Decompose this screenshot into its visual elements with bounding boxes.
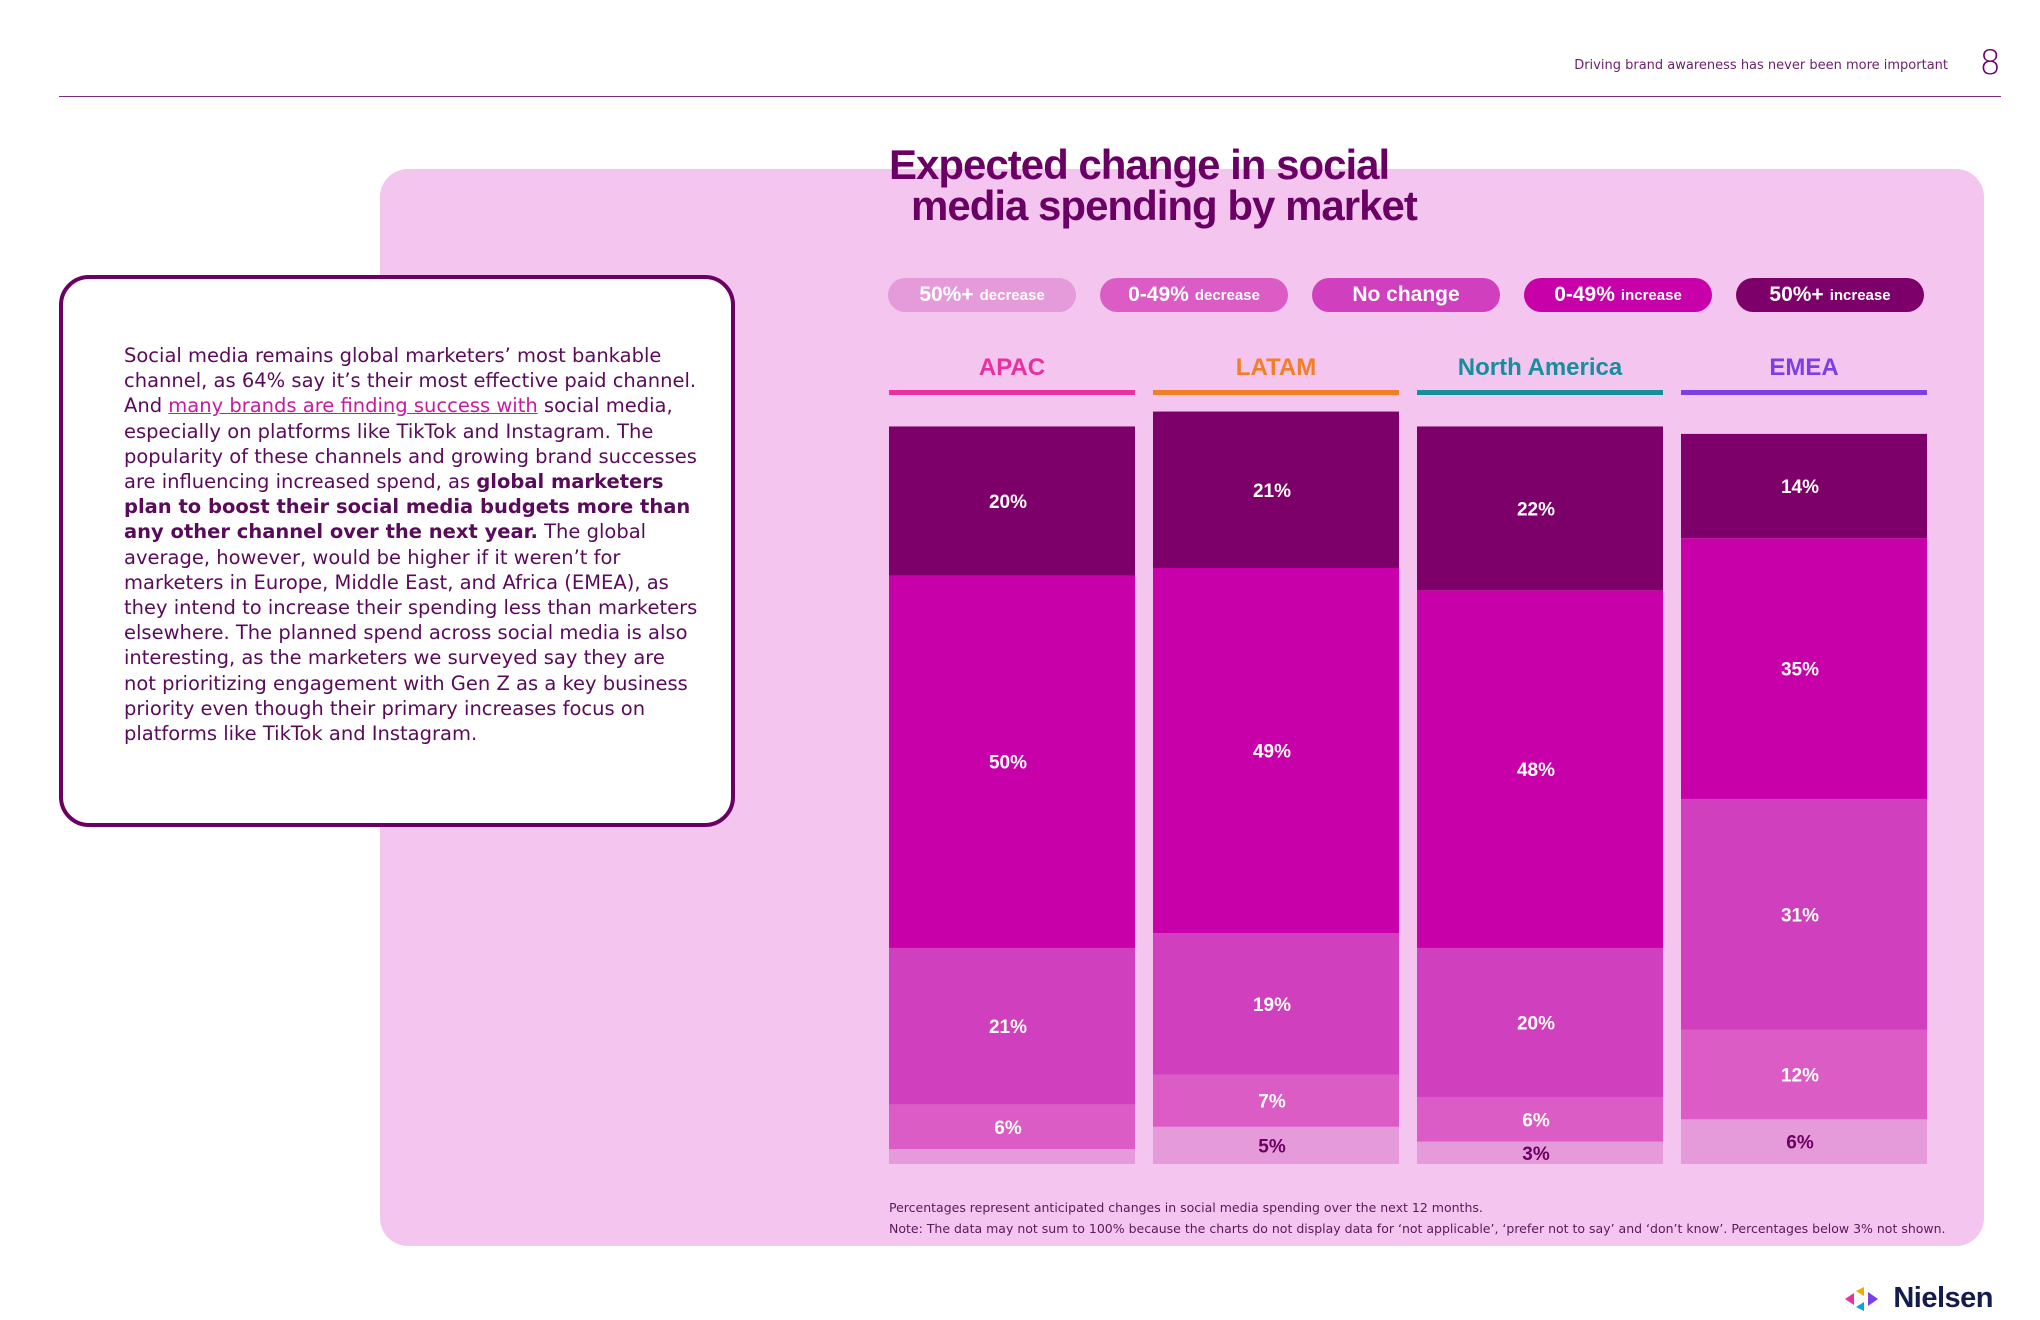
bar-segment-latam-4 [1153,411,1399,568]
bar-segment-emea-3 [1681,538,1927,799]
bar-segment-apac-2 [889,947,1135,1105]
legend-item-no-change: No change [1312,278,1500,312]
legend-sublabel: increase [1620,286,1682,304]
market-rule-apac [889,390,1135,395]
legend-item-50-increase: 50%+ increase [1736,278,1924,312]
legend-label: 0-49% [1554,283,1615,306]
bar-value-label: 22% [1517,499,1555,520]
bar-value-label: 6% [1522,1110,1550,1131]
bar-value-label: 6% [994,1118,1022,1139]
legend-label: 50%+ [919,283,974,306]
body-bold-text: global marketers plan to boost their soc… [124,470,691,544]
legend-label: 0-49% [1128,283,1189,306]
callout-box [59,275,735,827]
header-title: Driving brand awareness has never been m… [1574,58,1948,73]
chart-title-line-1: Expected change in social [889,141,1390,188]
bar-segment-apac-0 [889,1149,1135,1164]
bar-value-label: 3% [1522,1144,1550,1165]
footnote-2: Note: The data may not sum to 100% becau… [889,1221,1946,1236]
legend-label: 50%+ [1769,283,1824,306]
bar-value-label: 7% [1258,1092,1286,1113]
footnote-1: Percentages represent anticipated change… [889,1200,1483,1215]
nielsen-logo: Nielsen [1845,1282,1993,1315]
body-text-part: social media, especially on platforms li… [124,394,697,494]
bar-segment-north-america-3 [1417,590,1663,948]
bar-segment-emea-0 [1681,1119,1927,1164]
bar-value-label: 21% [989,1017,1027,1038]
bar-segment-latam-2 [1153,933,1399,1075]
bar-value-label: 5% [1258,1136,1286,1157]
bar-segment-apac-4 [889,426,1135,576]
bar-segment-apac-1 [889,1104,1135,1150]
market-label-latam: LATAM [1235,354,1317,381]
legend-sublabel: increase [1829,286,1891,304]
page-number: 8 [1979,43,2001,83]
bar-segment-apac-3 [889,575,1135,948]
legend-item-50-decrease: 50%+ decrease [888,278,1076,312]
legend-sublabel: decrease [979,286,1045,304]
bar-segment-north-america-2 [1417,947,1663,1097]
body-text-part: The global average, however, would be hi… [124,520,698,746]
bar-segment-emea-4 [1681,433,1927,539]
bar-segment-north-america-1 [1417,1096,1663,1142]
bar-segment-latam-3 [1153,568,1399,934]
legend-sublabel: decrease [1194,286,1260,304]
bar-value-label: 20% [989,492,1027,513]
bar-value-label: 20% [1517,1013,1555,1034]
body-text-part: Social media remains global marketers’ m… [124,344,697,418]
nielsen-logo-icon [1845,1286,1879,1311]
chart-title: Expected change in social media spending… [889,141,1418,229]
bar-value-label: 6% [1786,1133,1814,1154]
bar-segment-latam-1 [1153,1074,1399,1127]
legend-item-049-decrease: 0-49% decrease [1100,278,1288,312]
market-label-emea: EMEA [1769,354,1839,381]
header-divider [59,96,2001,97]
market-label-apac: APAC [978,354,1046,381]
market-rule-emea [1681,390,1927,395]
market-label-north-america: North America [1457,354,1623,381]
bar-segment-emea-1 [1681,1029,1927,1120]
bar-value-label: 35% [1781,660,1819,681]
bar-value-label: 49% [1253,742,1291,763]
nielsen-logo-text: Nielsen [1893,1282,1993,1314]
legend-item-049-increase: 0-49% increase [1524,278,1712,312]
legend-label: No change [1352,283,1460,306]
bar-value-label: 31% [1781,905,1819,926]
bar-segment-emea-2 [1681,798,1927,1030]
bar-value-label: 12% [1781,1066,1819,1087]
market-rule-latam [1153,390,1399,395]
chart-title-line-2: media spending by market [911,182,1418,229]
bar-value-label: 50% [989,753,1027,774]
bar-segment-north-america-0 [1417,1141,1663,1164]
bar-value-label: 21% [1253,481,1291,502]
bar-value-label: 14% [1781,477,1819,498]
bar-segment-latam-0 [1153,1126,1399,1164]
market-rule-north-america [1417,390,1663,395]
body-paragraph: Social media remains global marketers’ m… [124,343,699,746]
chart-legend: 50%+ decrease 0-49% decrease No change 0-4… [888,278,1924,312]
bar-value-label: 48% [1517,760,1555,781]
bar-segment-north-america-4 [1417,426,1663,591]
bar-value-label: 19% [1253,995,1291,1016]
success-link[interactable]: many brands are finding success with [168,394,538,418]
